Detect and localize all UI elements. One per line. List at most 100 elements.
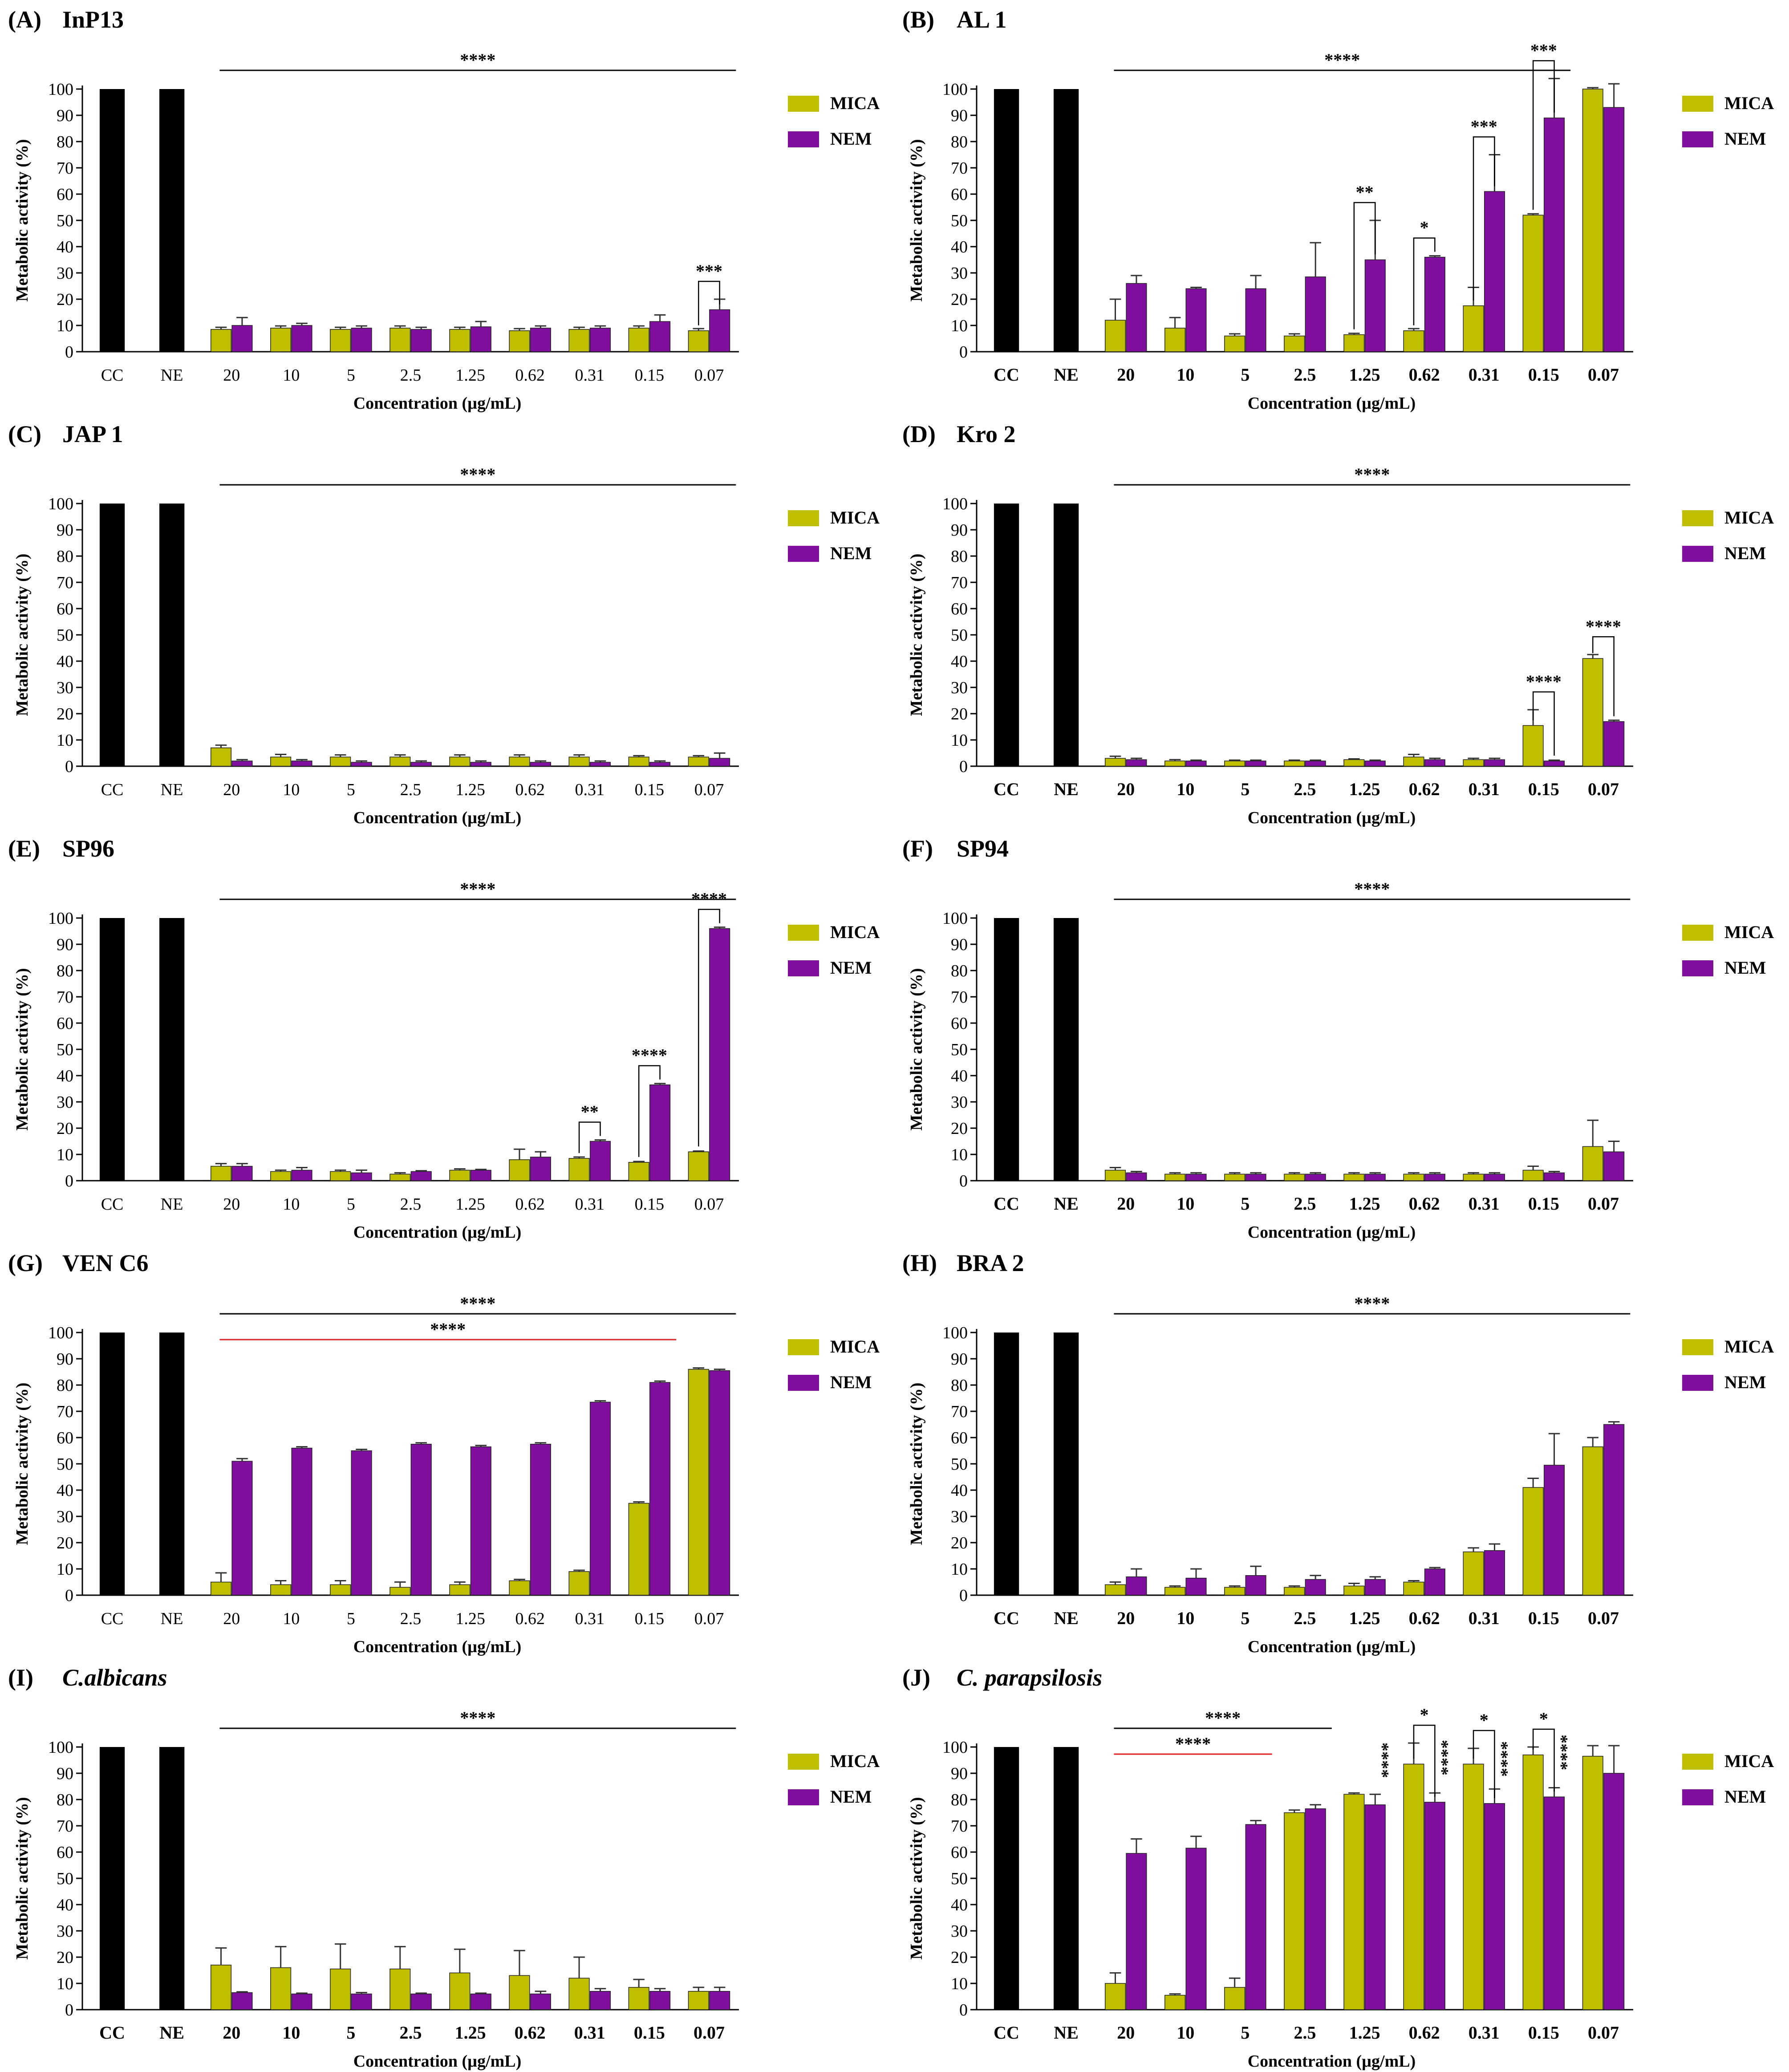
significance-stars: **** — [460, 1293, 495, 1313]
x-axis-title: Concentration (µg/mL) — [353, 2052, 522, 2071]
y-axis-title: Metabolic activity (%) — [907, 968, 926, 1130]
bar-mica — [1403, 330, 1424, 352]
bracket-stars: **** — [1526, 671, 1562, 691]
comparison-bracket — [1473, 136, 1495, 301]
bar-mica — [210, 1964, 232, 2010]
y-axis-title: Metabolic activity (%) — [13, 139, 32, 301]
bar-mica — [1522, 1170, 1544, 1181]
x-tick-label: 2.5 — [400, 1609, 422, 1628]
bar-nem — [410, 329, 432, 352]
y-tick-label: 60 — [951, 185, 968, 204]
bar-mica — [1164, 760, 1186, 767]
vertical-stars: **** — [1492, 1741, 1512, 1777]
bar-nem — [1544, 118, 1565, 352]
bar-mica — [688, 756, 709, 767]
y-tick-label: 40 — [57, 652, 73, 671]
bar-nem — [1126, 1172, 1147, 1181]
y-tick-label: 30 — [951, 1922, 968, 1941]
x-tick-label: 1.25 — [455, 366, 485, 385]
y-tick-label: 90 — [951, 1350, 968, 1369]
x-tick-label: 2.5 — [400, 366, 422, 385]
y-tick-label: 100 — [942, 495, 968, 513]
y-tick-label: 90 — [57, 935, 73, 954]
panel-label: (H) — [902, 1250, 937, 1276]
bar-nem — [231, 1166, 253, 1181]
bar-control-ne — [159, 504, 185, 766]
panel-strain-title: BRA 2 — [957, 1250, 1024, 1276]
y-tick-label: 0 — [959, 1172, 968, 1190]
y-tick-label: 80 — [57, 962, 73, 980]
x-tick-label: CC — [99, 2023, 125, 2043]
x-tick-label: 5 — [1241, 2023, 1249, 2043]
bar-mica — [1463, 305, 1484, 352]
bar-control-ne — [159, 1747, 185, 2010]
bar-nem — [410, 762, 432, 767]
bar-nem — [649, 762, 671, 767]
x-axis-title: Concentration (µg/mL) — [1248, 394, 1416, 413]
y-tick-label: 50 — [951, 626, 968, 645]
x-tick-label: 20 — [223, 2023, 240, 2043]
bar-nem — [649, 1084, 671, 1181]
bar-nem — [530, 328, 551, 352]
y-tick-label: 10 — [951, 1560, 968, 1579]
y-tick-label: 100 — [48, 495, 73, 513]
legend-swatch-mica — [1682, 1339, 1713, 1355]
legend-swatch-mica — [788, 1339, 819, 1355]
bar-mica — [210, 1166, 232, 1181]
y-tick-label: 0 — [959, 1586, 968, 1605]
x-axis-title: Concentration (µg/mL) — [353, 808, 522, 827]
y-tick-label: 20 — [951, 1948, 968, 1967]
bar-mica — [628, 1503, 649, 1596]
bar-mica — [1463, 1551, 1484, 1596]
panel-label: (A) — [8, 6, 41, 33]
panel-label: (D) — [902, 421, 936, 447]
y-tick-label: 80 — [951, 547, 968, 566]
x-tick-label: 1.25 — [455, 1609, 485, 1628]
y-tick-label: 50 — [951, 1455, 968, 1474]
legend-swatch-mica — [1682, 510, 1713, 526]
bar-control-cc — [99, 504, 125, 766]
y-tick-label: 80 — [57, 133, 73, 151]
y-tick-label: 10 — [57, 1974, 73, 1993]
bar-control-ne — [159, 918, 185, 1181]
x-tick-label: CC — [994, 779, 1019, 799]
x-tick-label: 20 — [223, 780, 240, 799]
bar-nem — [1245, 288, 1266, 352]
bar-nem — [1245, 1824, 1266, 2010]
bar-mica — [1403, 756, 1424, 767]
bar-mica — [1164, 1174, 1186, 1181]
bar-mica — [449, 756, 471, 767]
significance-stars: **** — [460, 464, 495, 484]
x-tick-label: 10 — [1176, 1194, 1194, 1214]
bar-nem — [1126, 283, 1147, 352]
bar-mica — [270, 1967, 292, 2010]
bar-mica — [1343, 334, 1365, 352]
legend-label-mica: MICA — [830, 1337, 880, 1357]
y-tick-label: 60 — [951, 1843, 968, 1862]
legend-label-nem: NEM — [830, 1372, 872, 1392]
bar-nem — [1603, 721, 1625, 767]
panel-strain-title: Kro 2 — [957, 421, 1016, 447]
bar-mica — [688, 330, 709, 352]
x-tick-label: 2.5 — [1294, 1608, 1316, 1628]
bar-mica — [509, 756, 530, 767]
bar-mica — [509, 1975, 530, 2010]
x-tick-label: CC — [101, 366, 124, 385]
legend-label-nem: NEM — [830, 1787, 872, 1807]
x-tick-label: 0.31 — [1469, 779, 1500, 799]
x-axis-title: Concentration (µg/mL) — [353, 1223, 522, 1242]
y-tick-label: 70 — [57, 1402, 73, 1421]
x-axis-title: Concentration (µg/mL) — [1248, 808, 1416, 827]
bar-nem — [351, 762, 372, 767]
bar-mica — [1224, 1174, 1245, 1181]
bar-mica — [389, 328, 411, 352]
bar-mica — [1224, 1987, 1245, 2010]
x-tick-label: 0.31 — [575, 1195, 605, 1214]
x-tick-label: 20 — [1117, 365, 1135, 385]
y-tick-label: 40 — [951, 1896, 968, 1914]
bar-control-ne — [159, 1333, 185, 1595]
y-tick-label: 80 — [951, 962, 968, 980]
bar-nem — [1305, 760, 1326, 767]
bar-mica — [509, 1580, 530, 1596]
legend-label-nem: NEM — [830, 958, 872, 978]
